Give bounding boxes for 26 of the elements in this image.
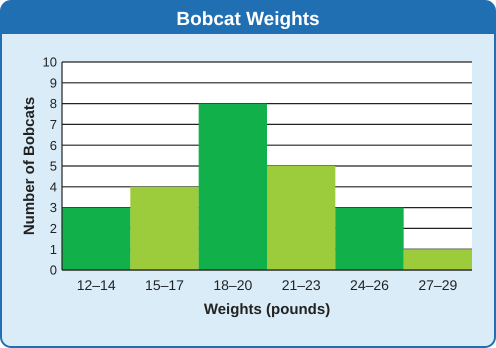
bar: [198, 104, 267, 270]
y-tick-label: 8: [50, 96, 57, 112]
y-tick-label: 3: [50, 200, 57, 216]
y-tick-label: 9: [50, 75, 57, 90]
bar: [267, 166, 336, 270]
y-tick-label: 1: [50, 242, 57, 257]
x-tick-label: 15–17: [145, 277, 184, 293]
y-axis-title: Number of Bobcats: [21, 96, 38, 236]
x-tick-label: 24–26: [350, 277, 390, 293]
y-tick-label: 6: [50, 138, 57, 153]
y-tick-label: 7: [50, 116, 57, 132]
bar: [335, 208, 404, 270]
y-tick-label: 0: [50, 262, 57, 278]
y-tick-label: 10: [42, 54, 57, 70]
bar: [62, 208, 130, 270]
x-tick-label: 27–29: [418, 277, 458, 293]
y-tick-label: 5: [50, 158, 57, 174]
x-tick-label: 12–14: [76, 277, 116, 293]
bar: [404, 249, 472, 270]
chart-title: Bobcat Weights: [176, 9, 320, 30]
x-axis-title: Weights (pounds): [204, 301, 330, 318]
bar: [130, 186, 199, 270]
x-tick-label: 18–20: [213, 277, 253, 293]
y-tick-label: 4: [50, 179, 57, 194]
x-tick-label: 21–23: [282, 277, 321, 293]
y-tick-label: 2: [50, 220, 57, 236]
